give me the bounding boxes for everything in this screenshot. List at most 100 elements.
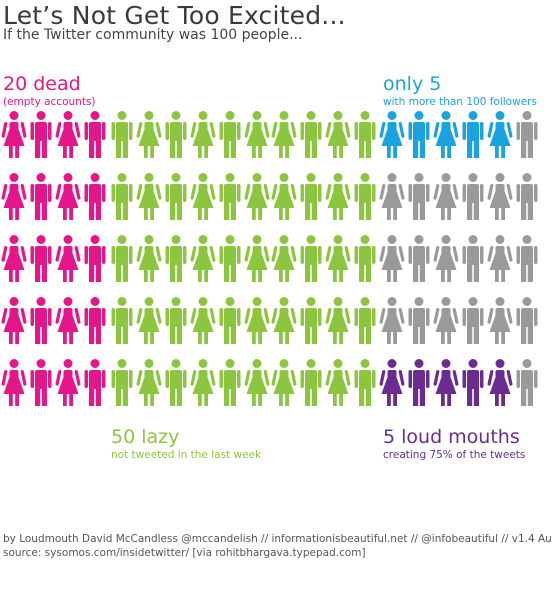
person-dead-female-icon xyxy=(55,235,81,282)
person-lazy-female-icon xyxy=(244,111,270,158)
person-lazy-male-icon xyxy=(111,111,133,158)
person-lazy-female-icon xyxy=(244,235,270,282)
person-dead-male-icon xyxy=(84,235,106,282)
credits-line: by Loudmouth David McCandless @mccandeli… xyxy=(3,533,552,545)
person-other-female-icon xyxy=(379,297,405,344)
person-lazy-female-icon xyxy=(244,359,270,406)
person-dead-male-icon xyxy=(30,297,52,344)
person-lazy-male-icon xyxy=(165,297,187,344)
person-other-male-icon xyxy=(516,235,538,282)
followers-detail: with more than 100 followers xyxy=(383,96,537,108)
person-lazy-male-icon xyxy=(300,235,322,282)
person-lazy-female-icon xyxy=(136,235,162,282)
person-lazy-male-icon xyxy=(219,235,241,282)
person-dead-female-icon xyxy=(1,297,27,344)
person-other-female-icon xyxy=(433,173,459,220)
person-lazy-female-icon xyxy=(136,359,162,406)
person-other-female-icon xyxy=(379,235,405,282)
person-lazy-male-icon xyxy=(165,359,187,406)
loud-headline: 5 loud mouths xyxy=(383,426,520,448)
person-other-male-icon xyxy=(516,111,538,158)
person-lazy-female-icon xyxy=(244,297,270,344)
person-other-female-icon xyxy=(433,297,459,344)
person-other-male-icon xyxy=(462,235,484,282)
chart-subtitle: If the Twitter community was 100 people.… xyxy=(3,27,303,43)
dead-headline: 20 dead xyxy=(3,73,81,95)
person-dead-female-icon xyxy=(1,111,27,158)
person-lazy-male-icon xyxy=(300,359,322,406)
person-dead-female-icon xyxy=(55,111,81,158)
person-lazy-male-icon xyxy=(354,173,376,220)
person-dead-male-icon xyxy=(84,111,106,158)
person-lazy-female-icon xyxy=(190,111,216,158)
person-loud-male-icon xyxy=(408,359,430,406)
person-other-male-icon xyxy=(408,297,430,344)
person-lazy-female-icon xyxy=(271,235,297,282)
person-dead-female-icon xyxy=(55,297,81,344)
person-other-male-icon xyxy=(462,173,484,220)
lazy-headline: 50 lazy xyxy=(111,426,180,448)
person-followers-female-icon xyxy=(379,111,405,158)
person-dead-female-icon xyxy=(1,359,27,406)
person-lazy-male-icon xyxy=(300,111,322,158)
person-other-female-icon xyxy=(379,173,405,220)
lazy-detail: not tweeted in the last week xyxy=(111,449,262,461)
person-other-female-icon xyxy=(433,235,459,282)
person-lazy-female-icon xyxy=(136,111,162,158)
person-lazy-male-icon xyxy=(219,359,241,406)
person-lazy-male-icon xyxy=(111,235,133,282)
person-lazy-male-icon xyxy=(354,297,376,344)
person-loud-female-icon xyxy=(379,359,405,406)
person-lazy-male-icon xyxy=(219,173,241,220)
person-other-male-icon xyxy=(408,235,430,282)
person-dead-male-icon xyxy=(30,235,52,282)
loud-detail: creating 75% of the tweets xyxy=(383,449,526,461)
person-followers-female-icon xyxy=(433,111,459,158)
person-lazy-male-icon xyxy=(219,297,241,344)
person-lazy-male-icon xyxy=(165,173,187,220)
person-lazy-male-icon xyxy=(111,359,133,406)
person-dead-female-icon xyxy=(55,173,81,220)
person-dead-male-icon xyxy=(30,359,52,406)
person-other-female-icon xyxy=(487,235,513,282)
person-dead-female-icon xyxy=(1,173,27,220)
person-lazy-male-icon xyxy=(165,235,187,282)
person-lazy-female-icon xyxy=(136,297,162,344)
person-other-female-icon xyxy=(487,297,513,344)
person-dead-female-icon xyxy=(1,235,27,282)
person-followers-male-icon xyxy=(462,111,484,158)
person-lazy-female-icon xyxy=(325,111,351,158)
person-lazy-female-icon xyxy=(190,359,216,406)
person-lazy-male-icon xyxy=(165,111,187,158)
person-lazy-female-icon xyxy=(325,235,351,282)
person-loud-female-icon xyxy=(487,359,513,406)
person-followers-female-icon xyxy=(487,111,513,158)
person-dead-male-icon xyxy=(84,359,106,406)
person-lazy-female-icon xyxy=(325,173,351,220)
person-lazy-female-icon xyxy=(136,173,162,220)
person-loud-female-icon xyxy=(433,359,459,406)
person-lazy-male-icon xyxy=(111,173,133,220)
person-dead-female-icon xyxy=(55,359,81,406)
person-lazy-female-icon xyxy=(271,359,297,406)
person-lazy-female-icon xyxy=(190,235,216,282)
person-lazy-male-icon xyxy=(300,297,322,344)
person-followers-male-icon xyxy=(408,111,430,158)
person-other-female-icon xyxy=(487,173,513,220)
person-lazy-male-icon xyxy=(354,111,376,158)
person-dead-male-icon xyxy=(30,173,52,220)
person-other-male-icon xyxy=(516,297,538,344)
person-lazy-male-icon xyxy=(354,235,376,282)
person-lazy-female-icon xyxy=(190,297,216,344)
person-dead-male-icon xyxy=(84,297,106,344)
person-lazy-female-icon xyxy=(325,359,351,406)
person-lazy-male-icon xyxy=(219,111,241,158)
person-other-male-icon xyxy=(462,297,484,344)
person-lazy-female-icon xyxy=(325,297,351,344)
source-line: source: sysomos.com/insidetwitter/ [via … xyxy=(3,547,366,559)
person-lazy-female-icon xyxy=(271,173,297,220)
person-other-male-icon xyxy=(516,173,538,220)
chart-title: Let’s Not Get Too Excited... xyxy=(3,1,346,30)
person-lazy-male-icon xyxy=(111,297,133,344)
